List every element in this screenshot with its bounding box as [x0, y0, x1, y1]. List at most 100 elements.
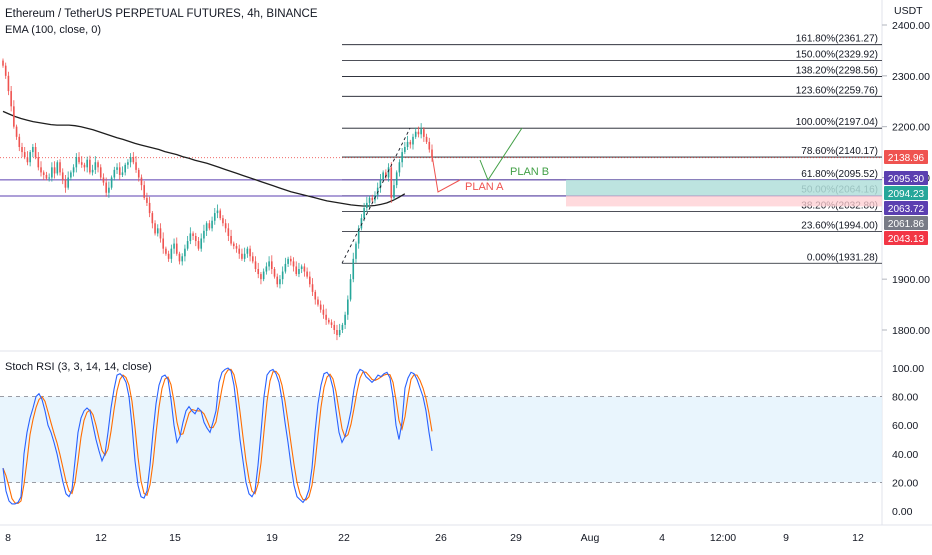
candle-body — [7, 75, 10, 92]
candle-body — [235, 246, 238, 249]
candle-body — [366, 202, 368, 208]
candle-body — [205, 223, 208, 231]
candle-body — [89, 159, 91, 173]
candle-body — [48, 177, 50, 179]
candle-body — [135, 162, 137, 170]
candle-body — [330, 322, 333, 325]
candle-body — [29, 152, 31, 163]
candle-body — [401, 152, 403, 163]
fib-level-label: 100.00%(2197.04) — [796, 117, 878, 128]
stoch-tick-label: 40.00 — [892, 449, 918, 461]
candle-body — [423, 129, 425, 137]
candle-body — [349, 279, 352, 300]
candle-body — [64, 180, 67, 188]
candle-body — [99, 167, 102, 178]
candle-body — [178, 253, 181, 262]
price-badge-bg — [884, 231, 928, 245]
candle-body — [254, 261, 257, 269]
candle-body — [45, 174, 48, 179]
symbol-title[interactable]: Ethereum / TetherUS PERPETUAL FUTURES, 4… — [5, 8, 318, 20]
candle-body — [116, 167, 118, 170]
candle-body — [78, 157, 80, 163]
candle-body — [4, 65, 7, 76]
plan-b-label: PLAN B — [510, 166, 549, 178]
fib-level-label: 161.80%(2361.27) — [796, 34, 878, 45]
price-badge-text: 2043.13 — [888, 234, 925, 245]
candle-body — [42, 172, 45, 175]
candle-body — [23, 152, 26, 158]
candle-body — [10, 91, 12, 107]
candle-body — [298, 269, 300, 275]
time-axis-label: 9 — [783, 532, 789, 544]
candle-body — [211, 220, 213, 229]
price-badge-text: 2063.72 — [888, 204, 925, 215]
candle-body — [292, 261, 295, 267]
candle-body — [344, 314, 346, 325]
candle-body — [132, 157, 135, 163]
fib-level-label: 150.00%(2329.92) — [796, 50, 878, 61]
candle-body — [314, 291, 317, 300]
candle-body — [194, 235, 197, 242]
candle-body — [417, 131, 420, 135]
candle-body — [102, 177, 105, 183]
candle-body — [165, 248, 167, 254]
candle-body — [371, 197, 374, 201]
candle-body — [151, 213, 154, 224]
stop-zone — [566, 195, 882, 207]
candle-body — [243, 253, 246, 259]
candle-body — [230, 235, 232, 244]
candle-body — [146, 197, 148, 203]
candle-body — [156, 228, 159, 234]
candle-body — [59, 162, 61, 173]
candle-body — [118, 167, 121, 175]
candle-body — [56, 162, 59, 174]
price-badge-text: 2094.23 — [888, 189, 925, 200]
candle-body — [34, 147, 37, 158]
candle-body — [281, 271, 284, 280]
plan-a-label: PLAN A — [465, 181, 504, 193]
fib-level-label: 78.60%(2140.17) — [801, 146, 878, 157]
candle-body — [303, 266, 306, 272]
candle-body — [173, 243, 175, 249]
candle-body — [363, 208, 365, 219]
candle-body — [94, 162, 97, 170]
candle-body — [203, 230, 205, 239]
stoch-tick-label: 80.00 — [892, 392, 918, 404]
candle-body — [181, 256, 184, 262]
candle-body — [105, 182, 107, 193]
candle-body — [162, 238, 165, 249]
candle-body — [409, 141, 412, 145]
time-axis-label: 26 — [435, 532, 447, 544]
price-tick-label: 1900.00 — [892, 274, 930, 286]
candle-body — [170, 248, 173, 259]
currency-label[interactable]: USDT — [894, 5, 923, 17]
stoch-rsi-label[interactable]: Stoch RSI (3, 3, 14, 14, close) — [5, 361, 152, 373]
candle-body — [306, 271, 308, 277]
candle-body — [290, 258, 292, 262]
ema-indicator-label[interactable]: EMA (100, close, 0) — [5, 24, 101, 36]
candle-body — [279, 279, 281, 285]
candle-body — [395, 172, 398, 186]
candle-body — [309, 276, 311, 285]
time-axis-label: 15 — [169, 532, 181, 544]
candle-body — [72, 167, 75, 173]
candle-body — [121, 172, 124, 175]
candle-body — [80, 162, 83, 165]
candle-body — [75, 157, 78, 168]
candle-body — [379, 180, 382, 188]
candle-body — [124, 164, 126, 173]
stoch-k-line — [2, 367, 433, 505]
candle-body — [241, 253, 243, 259]
candle-body — [97, 162, 99, 168]
candle-body — [317, 299, 319, 305]
plan-b-path — [479, 127, 523, 182]
candle-body — [91, 169, 94, 173]
plan-a-path — [431, 154, 461, 193]
fib-level-label: 0.00%(1931.28) — [807, 252, 878, 263]
candle-body — [355, 243, 357, 259]
candle-body — [341, 324, 344, 330]
candle-body — [238, 248, 241, 254]
candle-body — [393, 185, 395, 198]
stoch-band — [0, 396, 882, 483]
